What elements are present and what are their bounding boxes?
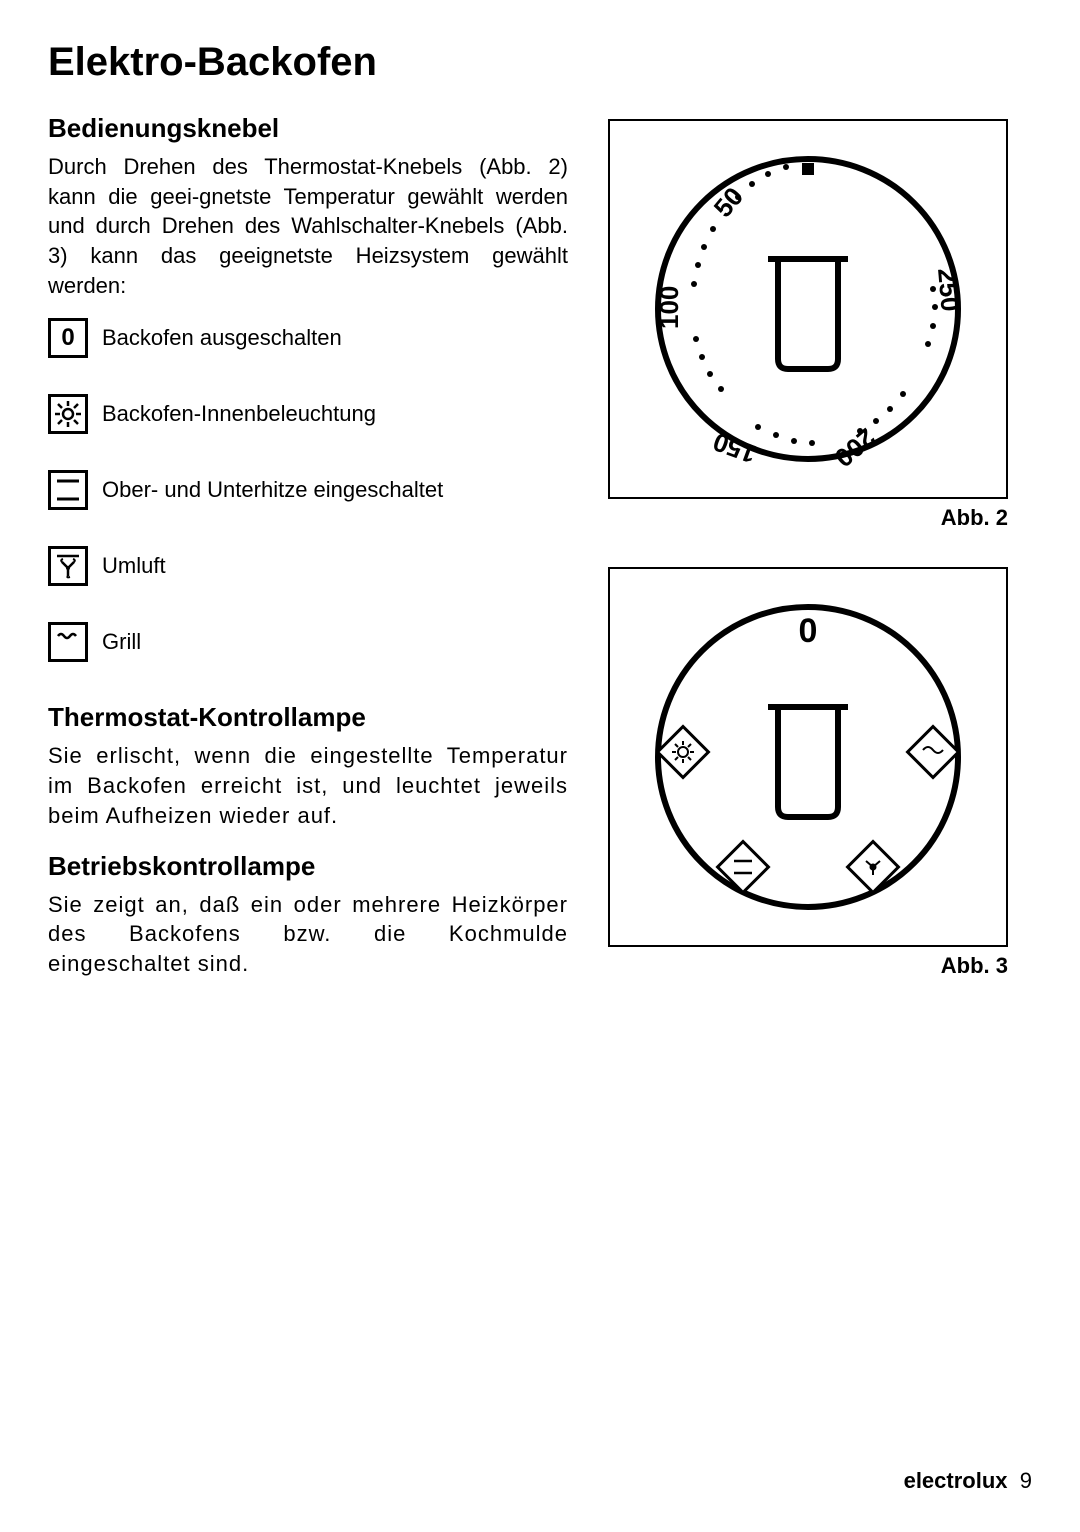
section-power: Betriebskontrollampe Sie zeigt an, daß e… bbox=[48, 851, 568, 979]
icon-row-grill: Grill bbox=[48, 622, 568, 662]
icon-label: Backofen-Innenbeleuchtung bbox=[102, 401, 376, 427]
top-bottom-icon bbox=[48, 470, 88, 510]
dial-label-50: 50 bbox=[708, 181, 750, 222]
figure-caption-3: Abb. 3 bbox=[608, 953, 1008, 979]
footer-brand: electrolux bbox=[904, 1468, 1008, 1493]
content-columns: Bedienungsknebel Durch Drehen des Thermo… bbox=[48, 113, 1032, 1015]
dial-label-150: 150 bbox=[709, 427, 760, 470]
dial-label-250: 250 bbox=[932, 267, 966, 313]
grill-icon bbox=[48, 622, 88, 662]
page-title: Elektro-Backofen bbox=[48, 40, 1032, 85]
section-text-thermostat: Sie erlischt, wenn die eingestellte Temp… bbox=[48, 741, 568, 830]
section-heading-thermostat: Thermostat-Kontrollampe bbox=[48, 702, 568, 733]
dial-label-100: 100 bbox=[654, 286, 684, 329]
icon-row-fan: Umluft bbox=[48, 546, 568, 586]
page-footer: electrolux 9 bbox=[904, 1468, 1032, 1494]
footer-page-number: 9 bbox=[1020, 1468, 1032, 1493]
section-text-power: Sie zeigt an, daß ein oder mehrere Heizk… bbox=[48, 890, 568, 979]
off-icon: 0 bbox=[48, 318, 88, 358]
light-icon bbox=[48, 394, 88, 434]
icon-label: Backofen ausgeschalten bbox=[102, 325, 342, 351]
figure-thermostat-dial: 50 100 150 200 250 bbox=[608, 119, 1008, 499]
dial-label-200: 200 bbox=[829, 422, 882, 473]
icon-label: Grill bbox=[102, 629, 141, 655]
right-column: 50 100 150 200 250 Abb. 2 0 bbox=[608, 113, 1028, 1015]
selector-label-0: 0 bbox=[799, 612, 818, 650]
icon-label: Umluft bbox=[102, 553, 166, 579]
icon-row-off: 0 Backofen ausgeschalten bbox=[48, 318, 568, 358]
section-thermostat: Thermostat-Kontrollampe Sie erlischt, we… bbox=[48, 702, 568, 830]
icon-row-light: Backofen-Innenbeleuchtung bbox=[48, 394, 568, 434]
section-text-knobs: Durch Drehen des Thermostat-Knebels (Abb… bbox=[48, 152, 568, 300]
figure-selector-dial: 0 bbox=[608, 567, 1008, 947]
figure-caption-2: Abb. 2 bbox=[608, 505, 1008, 531]
section-heading-power: Betriebskontrollampe bbox=[48, 851, 568, 882]
icon-label: Ober- und Unterhitze eingeschaltet bbox=[102, 477, 443, 503]
icon-list: 0 Backofen ausgeschalten bbox=[48, 318, 568, 662]
left-column: Bedienungsknebel Durch Drehen des Thermo… bbox=[48, 113, 568, 1015]
fan-icon bbox=[48, 546, 88, 586]
section-heading-knobs: Bedienungsknebel bbox=[48, 113, 568, 144]
icon-row-top-bottom: Ober- und Unterhitze eingeschaltet bbox=[48, 470, 568, 510]
